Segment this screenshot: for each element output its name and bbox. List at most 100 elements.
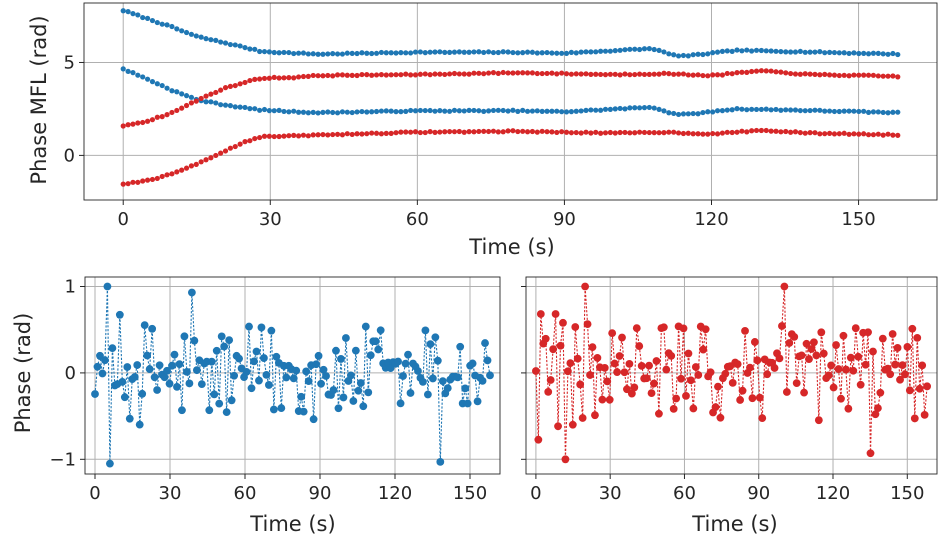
bottom-left-data-point [145, 365, 154, 373]
top-data-point [617, 105, 623, 112]
bottom-right-data-point [536, 310, 545, 318]
bottom-left-data-point [406, 389, 415, 397]
top-data-point [144, 118, 151, 124]
top-data-point [788, 49, 794, 55]
top-data-point [325, 51, 331, 57]
top-data-point [388, 72, 394, 78]
top-data-point [627, 72, 633, 78]
top-data-point [675, 53, 682, 59]
top-data-point [179, 105, 185, 111]
top-data-point [622, 71, 628, 77]
top-data-point [271, 108, 277, 114]
top-data-point [183, 93, 190, 99]
top-data-point [286, 49, 292, 56]
bottom-left-data-point [106, 459, 114, 468]
top-data-point [359, 50, 365, 56]
top-data-point [227, 41, 233, 48]
top-data-point [568, 130, 574, 136]
bottom-right-data-point [896, 375, 904, 384]
top-data-point [865, 72, 872, 78]
top-data-point [154, 114, 160, 120]
top-data-point [778, 129, 784, 135]
top-data-point [885, 131, 891, 137]
top-data-point [734, 70, 740, 76]
top-data-point [612, 48, 618, 54]
top-data-point [870, 72, 877, 78]
top-data-point [593, 129, 599, 135]
top-data-point [690, 52, 696, 58]
top-data-point [763, 48, 769, 54]
top-data-point [636, 71, 643, 77]
top-data-point [729, 71, 735, 77]
top-data-point [792, 71, 799, 77]
top-data-point [222, 40, 229, 46]
bottom-right-data-point [610, 359, 619, 368]
top-data-point [539, 128, 545, 134]
bottom-right-data-point [613, 368, 621, 377]
top-data-point [773, 128, 779, 134]
top-data-point [739, 128, 745, 134]
top-data-point [349, 131, 355, 138]
top-data-point [291, 75, 297, 81]
top-data-point [700, 109, 706, 116]
bottom-left-data-point [98, 369, 107, 378]
bottom-right-data-point [854, 352, 863, 361]
top-data-point [466, 129, 472, 135]
bottom-left-y-tick-label: −1 [49, 449, 76, 470]
bottom-left-data-point [175, 360, 184, 369]
top-data-point [729, 48, 735, 54]
top-data-point [524, 108, 531, 114]
bottom-right-data-point [625, 359, 634, 368]
top-data-point [281, 133, 287, 139]
top-data-point [710, 130, 716, 137]
top-data-point [320, 73, 326, 79]
bottom-right-data-point [603, 377, 612, 386]
top-data-point [588, 107, 594, 113]
top-data-point [602, 72, 609, 78]
top-data-point [753, 47, 760, 53]
bottom-right-data-point [559, 318, 567, 327]
bottom-right-chart-panel: 0 30 60 90 120 150 [521, 276, 938, 504]
top-data-point [432, 71, 438, 77]
bottom-left-data-point [282, 373, 291, 382]
bottom-right-data-point [871, 410, 880, 419]
bottom-right-data-point [805, 355, 813, 364]
top-data-point [271, 49, 277, 56]
top-data-point [286, 75, 292, 81]
bottom-left-data-point [433, 356, 442, 365]
bottom-right-data-point [578, 414, 587, 422]
top-data-point [369, 130, 375, 136]
bottom-left-data-point [170, 350, 179, 359]
top-data-point [749, 68, 755, 75]
bottom-left-data-point [346, 371, 355, 380]
top-data-point [851, 108, 857, 114]
bottom-right-data-point [687, 376, 695, 385]
top-x-tick-label: 120 [694, 209, 728, 230]
top-data-point [524, 49, 531, 55]
top-data-point [724, 107, 730, 113]
bottom-left-data-point [304, 377, 313, 385]
top-x-tick-label: 150 [841, 209, 875, 230]
bottom-left-data-point [309, 415, 318, 424]
top-data-point [330, 131, 336, 138]
bottom-right-data-point [812, 351, 821, 360]
top-data-point [695, 51, 701, 57]
bottom-left-data-point [192, 366, 201, 375]
top-data-point [817, 107, 823, 113]
top-data-point [252, 135, 258, 142]
top-y-tick-label: 5 [64, 52, 75, 73]
bottom-right-x-tick-label: 30 [599, 483, 622, 504]
top-data-point [744, 47, 750, 53]
top-data-point [427, 49, 433, 55]
top-data-point [554, 108, 560, 114]
top-data-point [417, 49, 423, 55]
bottom-left-data-point [190, 336, 199, 345]
top-data-point [222, 85, 229, 91]
top-data-point [320, 131, 326, 138]
top-data-point [232, 82, 238, 89]
top-data-point [714, 108, 721, 114]
top-data-point [490, 70, 497, 76]
top-data-point [563, 71, 570, 77]
top-data-point [495, 49, 501, 56]
top-data-point [559, 50, 565, 56]
